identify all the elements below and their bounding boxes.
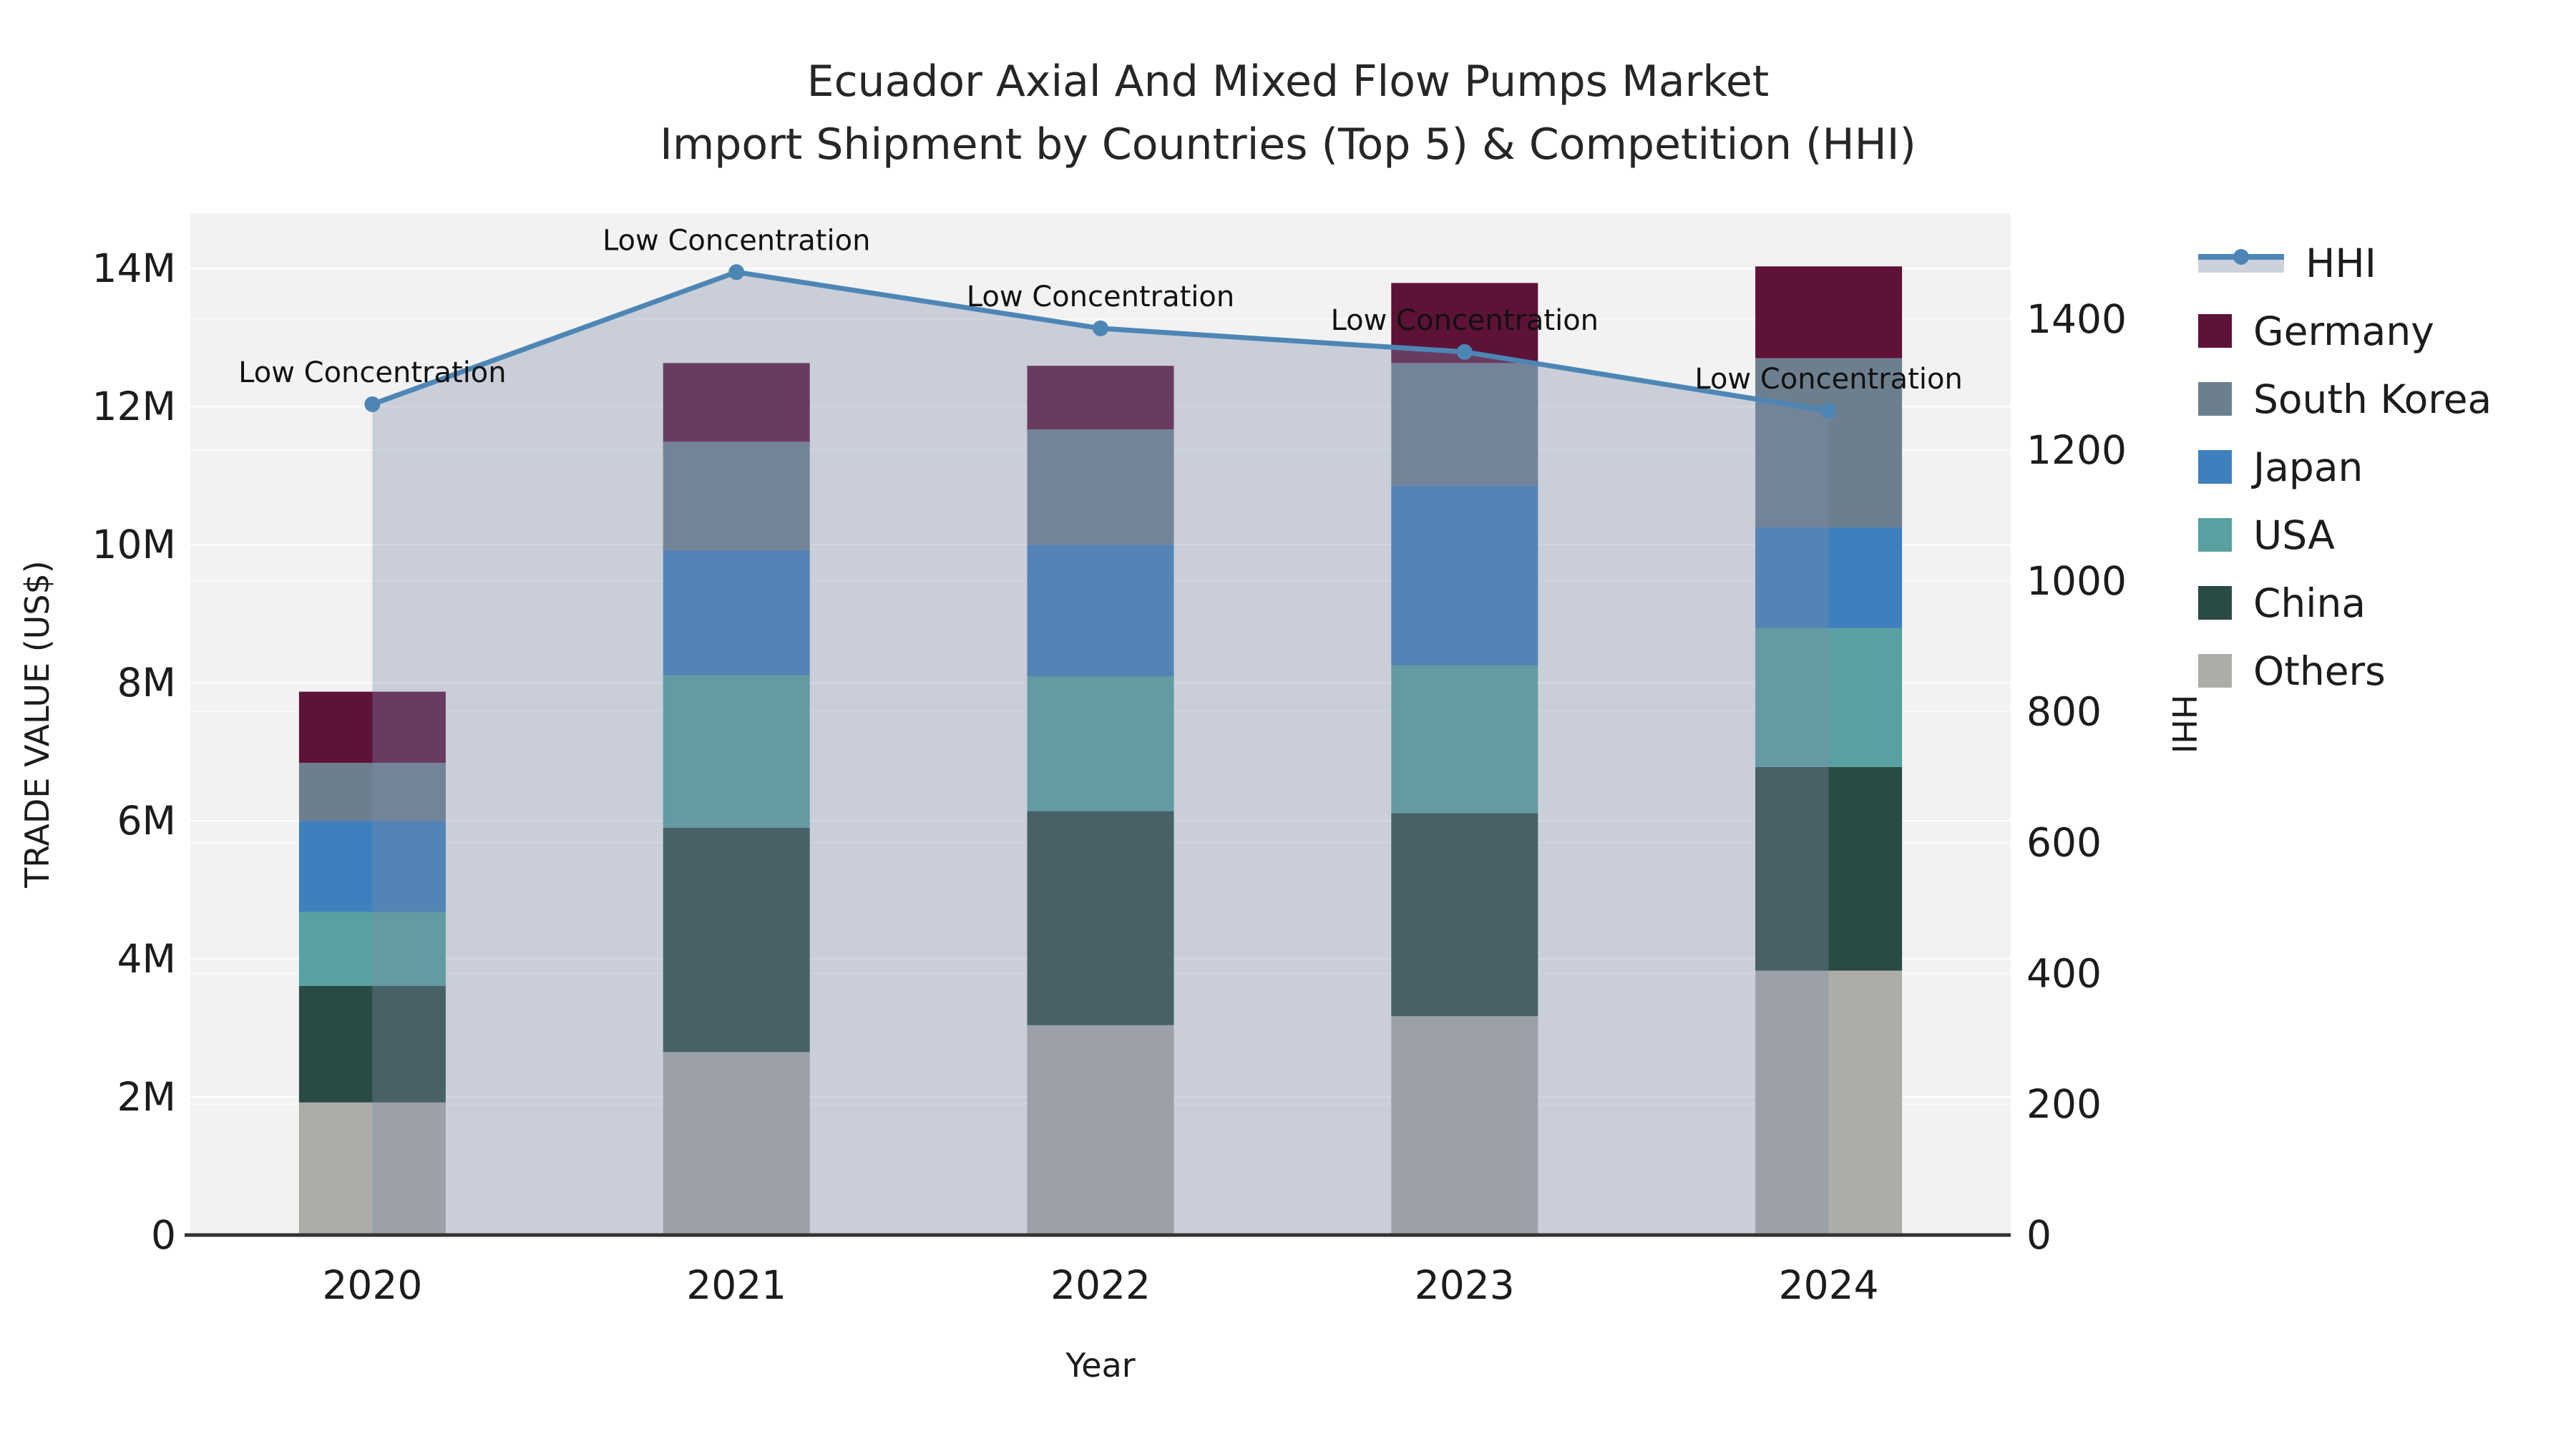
bar-segment-usa xyxy=(298,912,446,986)
legend-color-swatch xyxy=(2198,314,2232,348)
bar-segment-usa xyxy=(1391,665,1538,814)
chart-title-line2: Import Shipment by Countries (Top 5) & C… xyxy=(660,119,1916,170)
hhi-marker-dot xyxy=(1820,403,1837,419)
bar-segment-germany xyxy=(298,691,446,763)
x-tick-label: 2024 xyxy=(1779,1262,1879,1308)
bar-segment-usa xyxy=(1027,676,1174,811)
bar-segment-japan xyxy=(663,550,810,675)
bar-segment-japan xyxy=(1755,527,1903,628)
bar-segment-japan xyxy=(298,821,446,912)
hhi-marker-dot xyxy=(728,264,745,280)
legend-item: HHI xyxy=(2198,229,2492,297)
y-right-tick-label: 200 xyxy=(2026,1081,2102,1127)
bar-segment-others xyxy=(1027,1025,1174,1235)
bar-segment-others xyxy=(1755,970,1903,1235)
bar-segment-south-korea xyxy=(1391,363,1538,486)
y-right-tick-label: 800 xyxy=(2026,689,2102,735)
y-right-tick-label: 1400 xyxy=(2026,296,2127,342)
legend-item-label: Others xyxy=(2253,648,2386,694)
bar-segment-south-korea xyxy=(1027,429,1174,545)
annotation-low-concentration: Low Concentration xyxy=(1331,304,1599,337)
legend-item: Others xyxy=(2198,637,2492,705)
hhi-marker-dot xyxy=(1093,320,1108,336)
legend-item: Japan xyxy=(2198,433,2492,501)
y-right-tick-label: 1200 xyxy=(2026,427,2127,473)
bar-segment-germany xyxy=(1027,366,1174,430)
bar-segment-others xyxy=(663,1052,810,1235)
y-right-tick-label: 1000 xyxy=(2026,558,2127,604)
y-left-axis-title: TRADE VALUE (US$) xyxy=(18,560,57,888)
bar-segment-south-korea xyxy=(298,763,446,821)
bar-segment-japan xyxy=(1027,545,1174,677)
bar-segment-china xyxy=(298,985,446,1103)
legend-color-swatch xyxy=(2198,450,2232,484)
legend-item: Germany xyxy=(2198,297,2492,365)
y-left-tick-label: 10M xyxy=(92,522,176,567)
bar-segment-others xyxy=(298,1102,446,1235)
y-left-tick-label: 2M xyxy=(117,1074,176,1120)
y-left-tick-label: 0 xyxy=(151,1212,176,1258)
legend-item-label: HHI xyxy=(2306,240,2376,286)
bar-segment-usa xyxy=(1755,628,1903,767)
y-right-tick-label: 600 xyxy=(2026,819,2102,865)
legend-color-swatch xyxy=(2198,382,2232,416)
bar-segment-china xyxy=(1027,811,1174,1025)
x-tick-label: 2023 xyxy=(1415,1262,1515,1308)
legend-color-swatch xyxy=(2198,586,2232,620)
chart-title: Ecuador Axial And Mixed Flow Pumps Marke… xyxy=(0,50,2576,176)
annotation-low-concentration: Low Concentration xyxy=(967,280,1234,313)
bar-segment-japan xyxy=(1391,485,1538,665)
legend-color-swatch xyxy=(2198,654,2232,688)
y-left-tick-label: 14M xyxy=(92,245,176,291)
bar-segment-germany xyxy=(663,363,810,442)
y-left-tick-label: 12M xyxy=(92,384,176,429)
y-left-tick-label: 6M xyxy=(117,798,176,844)
hhi-area-fill xyxy=(372,272,1829,1235)
bar-segment-china xyxy=(1755,766,1903,971)
legend-item-label: South Korea xyxy=(2253,376,2492,422)
legend: HHI Germany South Korea Japan USA China … xyxy=(2198,229,2492,705)
legend-color-swatch xyxy=(2198,518,2232,552)
bar-segment-usa xyxy=(663,675,810,828)
hhi-marker-dot xyxy=(1456,343,1473,360)
bar-segment-germany xyxy=(1755,266,1903,358)
hhi-line-marker-icon xyxy=(2198,248,2284,273)
legend-item: USA xyxy=(2198,501,2492,569)
x-tick-label: 2022 xyxy=(1050,1262,1151,1308)
x-tick-label: 2021 xyxy=(686,1262,786,1308)
y-left-tick-label: 8M xyxy=(117,660,176,706)
legend-item-label: China xyxy=(2253,580,2366,626)
legend-item-label: USA xyxy=(2253,512,2335,558)
chart-title-line1: Ecuador Axial And Mixed Flow Pumps Marke… xyxy=(806,57,1770,107)
bar-segment-china xyxy=(663,827,810,1053)
bar-segment-south-korea xyxy=(1755,358,1903,528)
y-right-tick-label: 0 xyxy=(2026,1212,2051,1258)
y-left-tick-label: 4M xyxy=(117,936,176,982)
annotation-low-concentration: Low Concentration xyxy=(238,356,506,389)
y-right-axis-title: HHI xyxy=(2165,695,2203,754)
annotation-low-concentration: Low Concentration xyxy=(1694,363,1962,396)
hhi-marker-dot-icon xyxy=(2233,248,2249,265)
x-axis-title: Year xyxy=(1065,1346,1135,1385)
legend-item-label: Japan xyxy=(2253,444,2363,490)
hhi-area-swatch xyxy=(2198,257,2284,273)
hhi-marker-dot xyxy=(364,396,381,412)
bar-segment-china xyxy=(1391,813,1538,1017)
bar-segment-others xyxy=(1391,1016,1538,1235)
bar-segment-south-korea xyxy=(663,441,810,550)
legend-item-label: Germany xyxy=(2253,308,2434,354)
legend-item: South Korea xyxy=(2198,365,2492,433)
legend-item: China xyxy=(2198,569,2492,637)
y-right-tick-label: 400 xyxy=(2026,950,2102,996)
annotation-low-concentration: Low Concentration xyxy=(602,224,870,257)
x-tick-label: 2020 xyxy=(322,1262,422,1308)
